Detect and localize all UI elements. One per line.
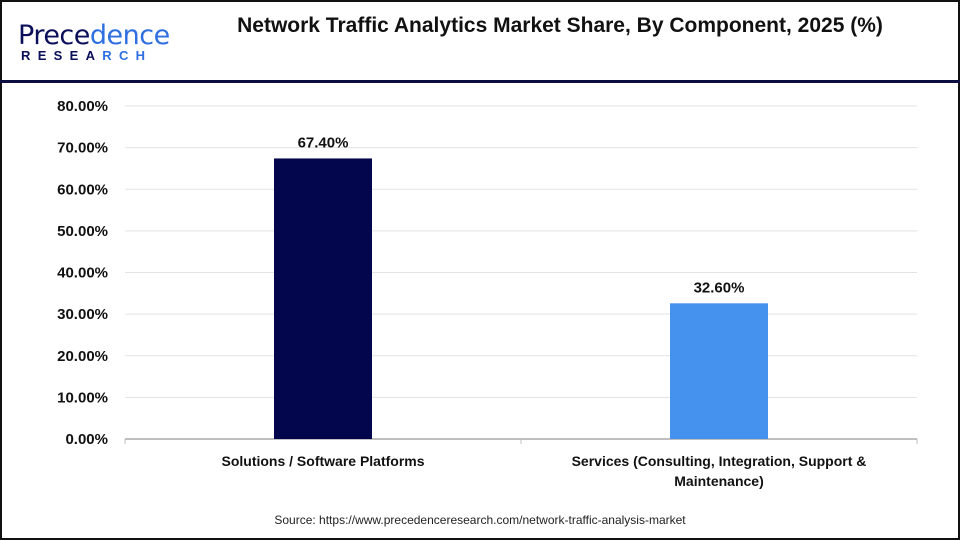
bar	[670, 303, 768, 439]
data-label: 32.60%	[694, 279, 745, 296]
x-category-label: Solutions / Software Platforms	[221, 453, 424, 469]
y-tick-label: 70.00%	[57, 140, 108, 157]
logo-main-text: Precedence	[18, 20, 170, 51]
chart-title: Network Traffic Analytics Market Share, …	[237, 14, 883, 37]
y-tick-label: 60.00%	[57, 181, 108, 198]
bar	[274, 158, 372, 439]
source-note: Source: https://www.precedenceresearch.c…	[274, 513, 686, 527]
x-category-label: Services (Consulting, Integration, Suppo…	[572, 453, 867, 489]
logo-sub-text: RESEARCH	[21, 48, 153, 63]
y-tick-label: 30.00%	[57, 306, 108, 323]
y-tick-label: 10.00%	[57, 389, 108, 406]
precedence-research-logo: Precedence RESEARCH	[18, 18, 170, 64]
y-tick-label: 20.00%	[57, 348, 108, 365]
header-divider	[0, 80, 960, 83]
data-label: 67.40%	[298, 134, 349, 151]
y-tick-label: 80.00%	[57, 98, 108, 115]
y-tick-label: 0.00%	[65, 431, 108, 448]
y-tick-label: 50.00%	[57, 223, 108, 240]
y-tick-label: 40.00%	[57, 265, 108, 282]
